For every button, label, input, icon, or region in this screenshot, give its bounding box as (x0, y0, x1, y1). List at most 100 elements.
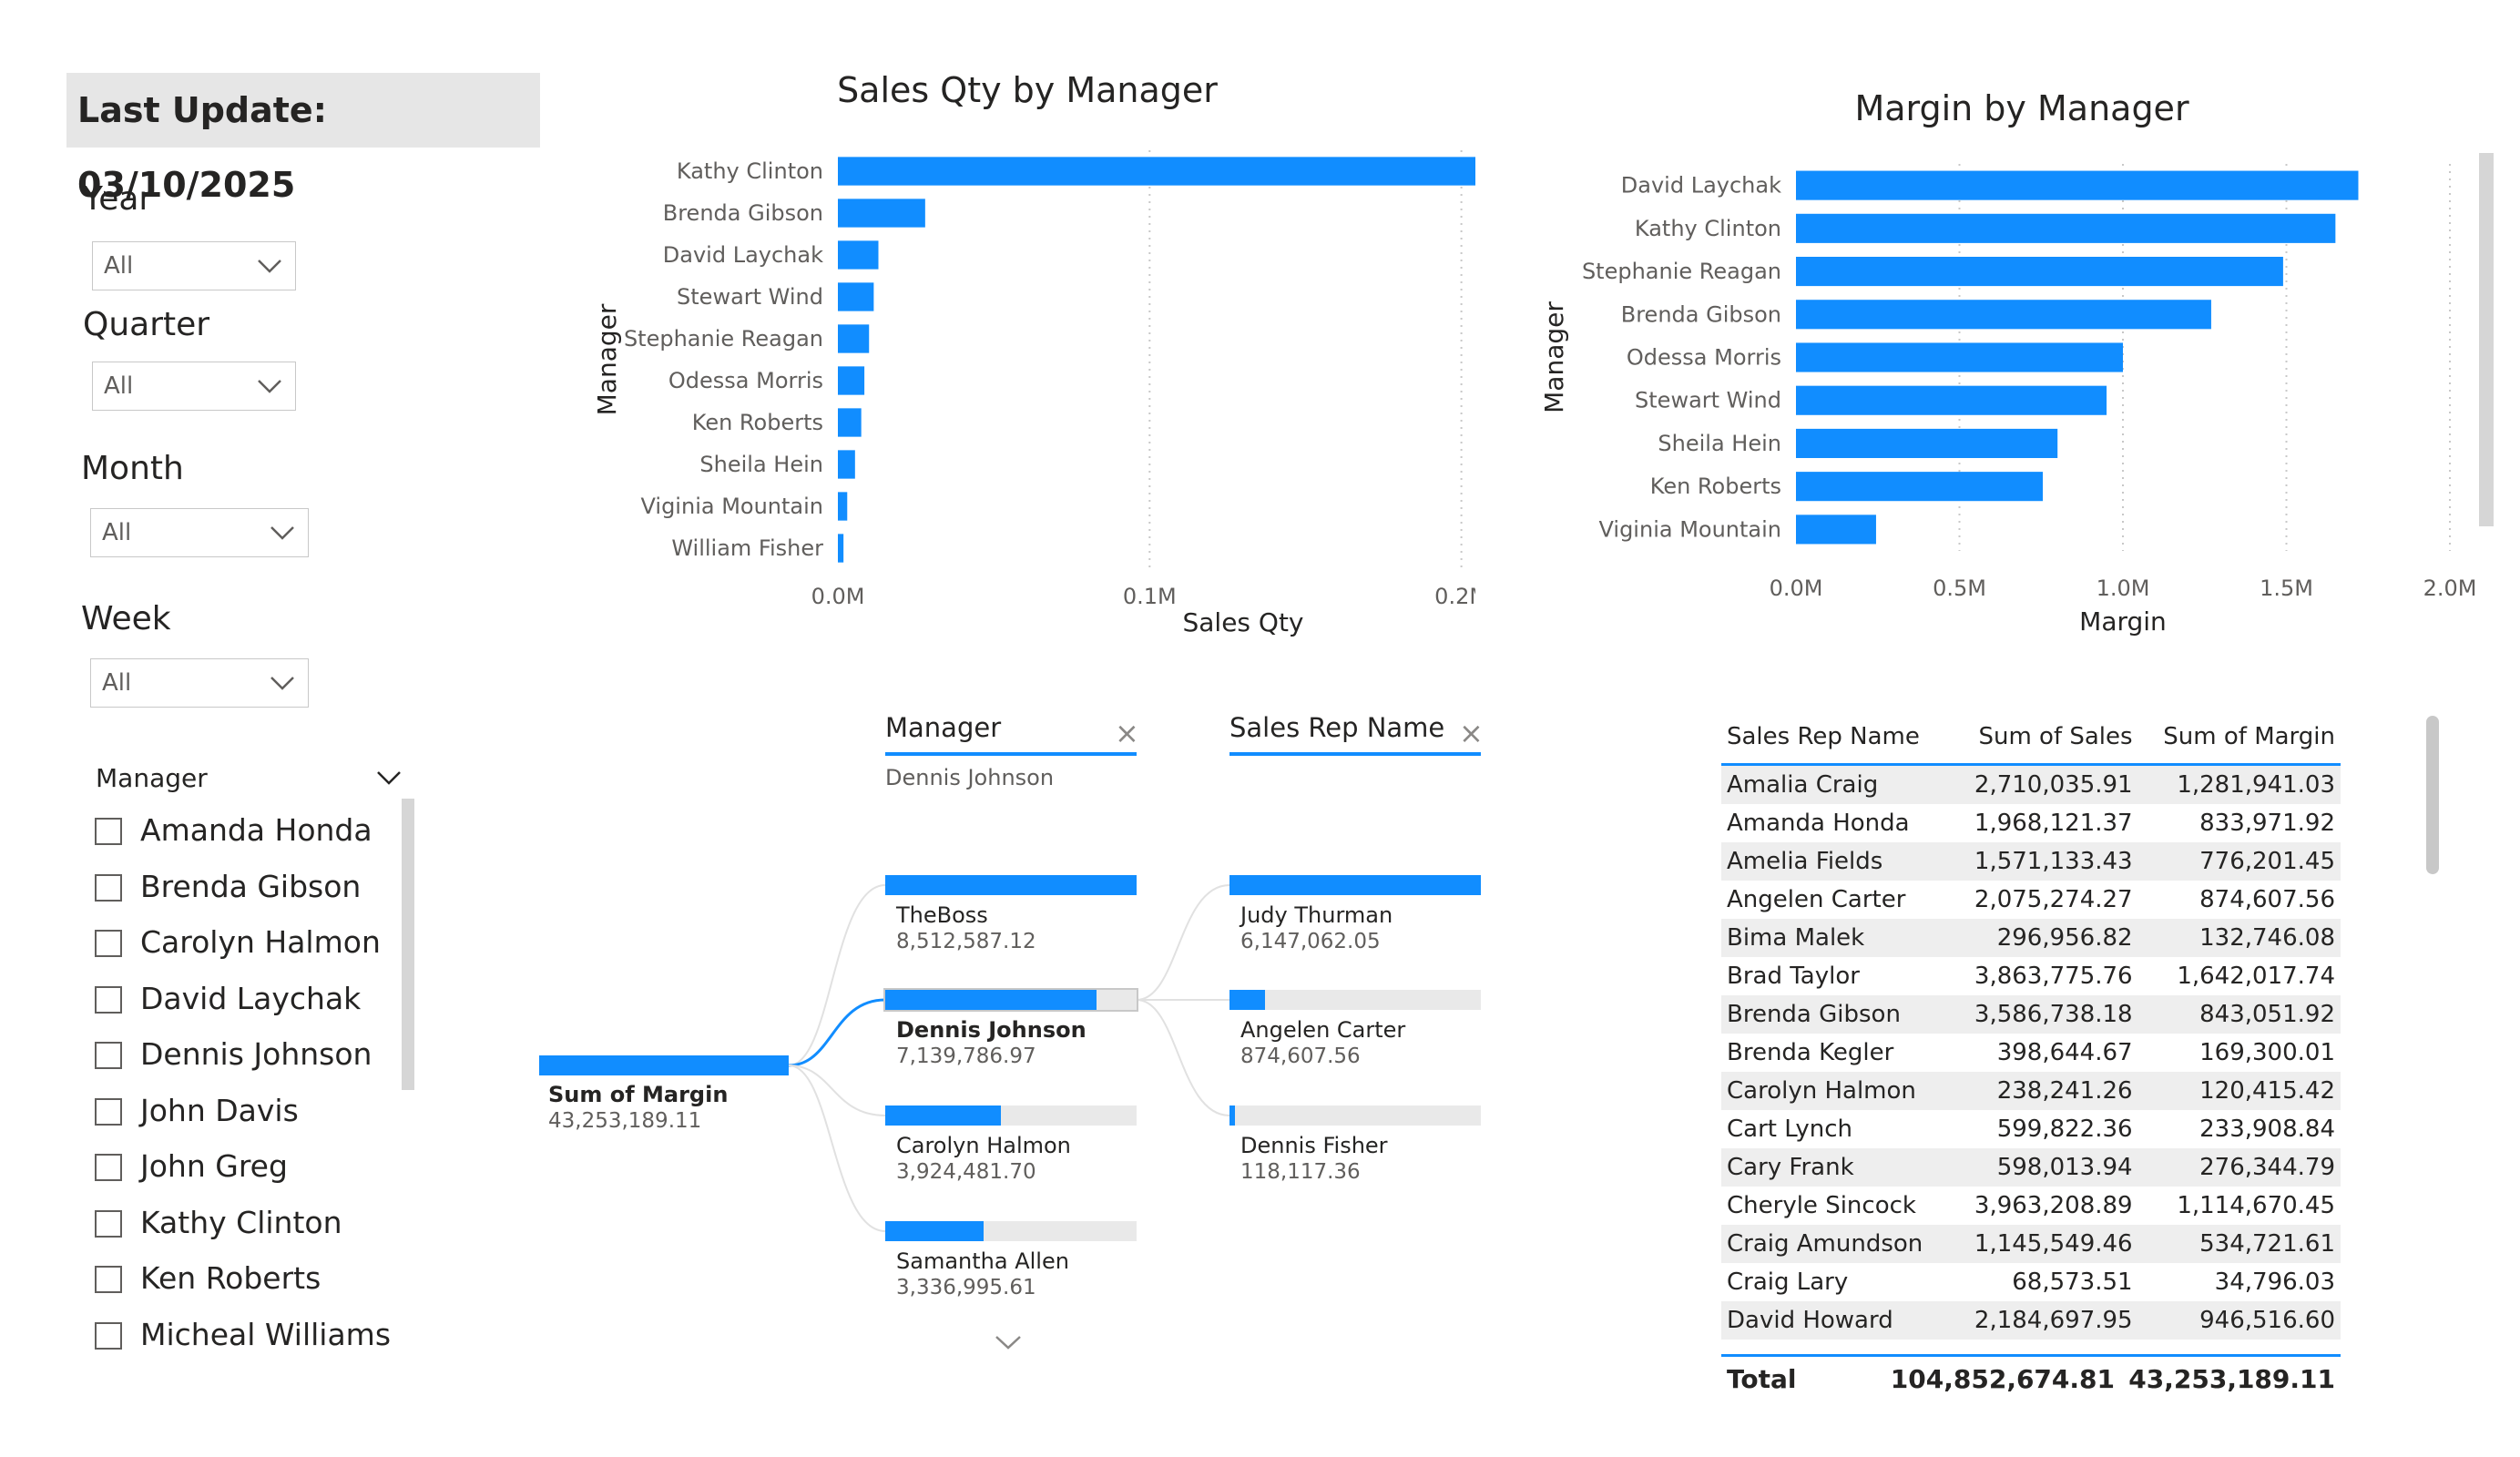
y-axis-title: Manager (592, 303, 622, 415)
tree-manager-node[interactable] (885, 875, 1137, 895)
y-category-label: Sheila Hein (699, 452, 823, 477)
table-scrollbar[interactable] (2426, 716, 2439, 874)
table-row[interactable]: Brenda Kegler 398,644.67 169,300.01 (1721, 1034, 2341, 1072)
table-cell-rep: Carolyn Halmon (1721, 1072, 1951, 1110)
bar (838, 240, 879, 270)
month-dropdown[interactable]: All (90, 508, 309, 557)
x-tick-label: 0.1M (1123, 584, 1177, 609)
checkbox[interactable] (95, 930, 122, 957)
tree-root-bar[interactable] (539, 1055, 789, 1075)
y-category-label: Stephanie Reagan (624, 326, 823, 352)
tree-level-manager-title: Manager (885, 712, 1002, 743)
table-row[interactable]: Amelia Fields 1,571,133.43 776,201.45 (1721, 842, 2341, 881)
table-cell-rep: Brad Taylor (1727, 963, 1860, 990)
quarter-dropdown[interactable]: All (92, 362, 296, 411)
tree-manager-node[interactable] (883, 988, 1138, 1012)
table-row[interactable]: Craig Lary 68,573.51 34,796.03 (1721, 1263, 2341, 1301)
table-header-rep[interactable]: Sales Rep Name (1721, 710, 1951, 766)
tree-level-salesrep-title: Sales Rep Name (1229, 712, 1445, 743)
table-cell-sales: 598,013.94 (1950, 1148, 2138, 1187)
quarter-slicer-title: Quarter (83, 306, 210, 343)
tree-manager-node[interactable] (885, 1105, 1137, 1126)
x-tick-label: 2.0M (2423, 576, 2477, 601)
table-cell-sales: 296,956.82 (1950, 919, 2138, 957)
checkbox[interactable] (95, 985, 122, 1014)
month-slicer-title: Month (81, 450, 184, 487)
week-dropdown[interactable]: All (90, 658, 309, 708)
chevron-down-icon (270, 677, 294, 690)
checkbox[interactable] (95, 1042, 122, 1069)
y-category-label: Stephanie Reagan (1582, 259, 1781, 284)
tree-salesrep-value: 118,117.36 (1240, 1160, 1361, 1184)
tree-salesrep-value: 6,147,062.05 (1240, 930, 1381, 953)
table-row[interactable]: Brenda Gibson 3,586,738.18 843,051.92 (1721, 995, 2341, 1034)
x-tick-label: 1.0M (2097, 576, 2150, 601)
checkbox[interactable] (95, 1097, 122, 1126)
table-row[interactable]: Bima Malek 296,956.82 132,746.08 (1721, 919, 2341, 957)
tree-salesrep-node[interactable] (1229, 990, 1481, 1010)
table-row[interactable]: Brad Taylor 3,863,775.76 1,642,017.74 (1721, 957, 2341, 995)
chart-title: Sales Qty by Manager (837, 70, 1218, 110)
x-tick-label: 1.5M (2260, 576, 2313, 601)
last-update-label: Last Update: 03/10/2025 (66, 73, 540, 205)
y-category-label: Ken Roberts (1650, 474, 1781, 499)
table-row[interactable]: Cheryle Sincock 3,963,208.89 1,114,670.45 (1721, 1187, 2341, 1225)
tree-salesrep-node[interactable] (1229, 875, 1481, 895)
checkbox[interactable] (95, 1154, 122, 1181)
table-header-margin[interactable]: Sum of Margin (2137, 710, 2341, 766)
y-category-label: Stewart Wind (677, 284, 823, 310)
table-row[interactable]: Amalia Craig 2,710,035.91 1,281,941.03 (1721, 764, 2341, 804)
week-dropdown-value: All (102, 669, 132, 697)
checkbox-label: David Laychak (140, 980, 362, 1016)
bar (838, 157, 1580, 186)
chevron-down-icon[interactable] (993, 1331, 1024, 1353)
checkbox[interactable] (95, 818, 122, 845)
table-header-sales[interactable]: Sum of Sales (1950, 710, 2138, 766)
y-category-label: Viginia Mountain (1599, 516, 1781, 542)
bar (1796, 472, 2044, 502)
close-icon[interactable]: × (1115, 716, 1139, 750)
checkbox[interactable] (95, 1266, 122, 1293)
chevron-down-icon (258, 380, 281, 393)
table-cell-rep: Angelen Carter (1727, 886, 1906, 913)
y-category-label: William Fisher (671, 535, 823, 561)
bar (838, 199, 925, 228)
table-cell-margin: 1,642,017.74 (2177, 963, 2335, 990)
bar (1796, 385, 2107, 415)
tree-salesrep-value: 874,607.56 (1240, 1044, 1361, 1068)
checkbox[interactable] (95, 873, 122, 902)
checkbox[interactable] (95, 1321, 122, 1350)
table-row[interactable]: Carolyn Halmon 238,241.26 120,415.42 (1721, 1072, 2341, 1110)
sales-table: Sales Rep Name Sum of Sales Sum of Margi… (1721, 710, 2341, 1340)
tree-node-fill (1229, 990, 1265, 1010)
table-cell-margin: 874,607.56 (2199, 886, 2335, 913)
checkbox-label: Micheal Williams (140, 1316, 392, 1352)
checkbox[interactable] (95, 1209, 122, 1238)
tree-node-fill (885, 990, 1097, 1010)
tree-node-fill (1229, 875, 1481, 895)
tree-manager-value: 3,336,995.61 (896, 1276, 1036, 1299)
bar (1796, 428, 2058, 458)
checkbox-label: John Greg (140, 1148, 288, 1184)
table-row[interactable]: Cary Frank 598,013.94 276,344.79 (1721, 1148, 2341, 1187)
tree-manager-node[interactable] (885, 1221, 1137, 1241)
table-row[interactable]: Craig Amundson 1,145,549.46 534,721.61 (1721, 1225, 2341, 1263)
table-row[interactable]: Angelen Carter 2,075,274.27 874,607.56 (1721, 881, 2341, 919)
manager-list-scrollbar[interactable] (402, 799, 414, 1090)
table-row[interactable]: Amanda Honda 1,968,121.37 833,971.92 (1721, 804, 2341, 842)
y-category-label: Brenda Gibson (663, 200, 823, 226)
table-row[interactable]: Cart Lynch 599,822.36 233,908.84 (1721, 1110, 2341, 1148)
tree-salesrep-node[interactable] (1229, 1105, 1481, 1126)
table-cell-rep: David Howard (1721, 1301, 1951, 1340)
year-dropdown[interactable]: All (92, 241, 296, 290)
x-tick-label: 0.0M (1770, 576, 1823, 601)
week-slicer-title: Week (81, 600, 171, 637)
bar (838, 366, 865, 395)
close-icon[interactable]: × (1459, 716, 1484, 750)
chevron-down-icon[interactable] (373, 761, 404, 792)
table-row[interactable]: David Howard 2,184,697.95 946,516.60 (1721, 1301, 2341, 1340)
chevron-down-icon (258, 260, 281, 273)
table-cell-sales: 398,644.67 (1996, 1039, 2133, 1066)
table-cell-sales: 2,710,035.91 (1950, 764, 2138, 804)
margin-chart-scrollbar[interactable] (2479, 153, 2494, 526)
